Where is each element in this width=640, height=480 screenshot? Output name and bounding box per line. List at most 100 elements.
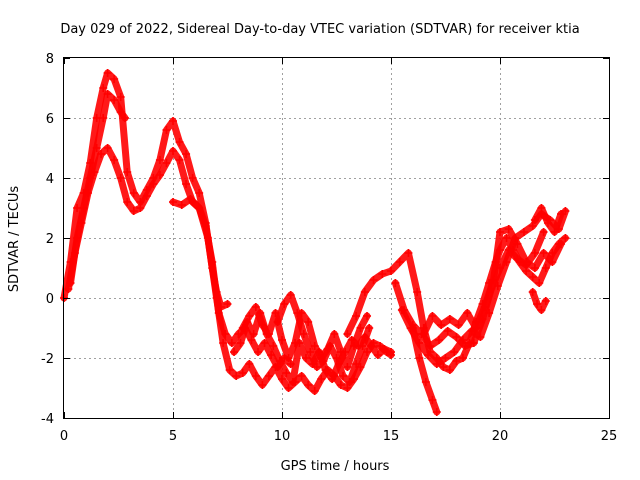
data-point <box>77 219 86 227</box>
data-point <box>123 198 132 206</box>
series-6 <box>238 303 372 371</box>
data-point <box>365 324 374 332</box>
data-point <box>415 354 424 362</box>
data-point <box>227 339 236 347</box>
data-point <box>121 114 130 122</box>
data-point <box>557 240 566 248</box>
data-point <box>301 354 310 362</box>
data-point <box>251 372 260 380</box>
data-point <box>155 171 164 179</box>
data-point <box>129 189 138 197</box>
data-point <box>236 339 245 347</box>
data-point <box>264 330 273 338</box>
data-point <box>186 195 195 203</box>
data-point <box>363 348 372 356</box>
x-tick-label: 10 <box>274 429 291 444</box>
data-point <box>330 330 339 338</box>
data-point <box>543 219 552 227</box>
data-point <box>358 342 367 350</box>
data-point <box>99 84 108 92</box>
data-point <box>343 330 352 338</box>
data-point <box>557 210 566 218</box>
data-point <box>175 156 184 164</box>
data-point <box>155 156 164 164</box>
data-point <box>561 234 570 242</box>
data-point <box>288 378 297 386</box>
data-point <box>258 381 267 389</box>
data-point <box>177 201 186 209</box>
axis-ticks <box>64 58 610 419</box>
data-point <box>273 318 282 326</box>
y-axis-label: SDTVAR / TECUs <box>7 186 22 293</box>
data-series <box>60 69 570 416</box>
data-point <box>275 357 284 365</box>
y-tick-label: 6 <box>46 112 54 127</box>
data-point <box>299 330 308 338</box>
data-point <box>537 306 546 314</box>
data-point <box>219 339 228 347</box>
data-point <box>343 384 352 392</box>
data-point <box>426 342 435 350</box>
data-point <box>97 150 106 158</box>
data-point <box>293 309 302 317</box>
data-point <box>369 276 378 284</box>
data-point <box>336 381 345 389</box>
data-point <box>413 288 422 296</box>
series-band <box>529 288 550 314</box>
y-tick-label: -2 <box>41 352 54 367</box>
data-point <box>343 363 352 371</box>
data-point <box>395 258 404 266</box>
data-point <box>332 354 341 362</box>
series-13 <box>528 288 550 314</box>
data-point <box>328 375 337 383</box>
data-point <box>284 384 293 392</box>
data-point <box>432 360 441 368</box>
data-point <box>212 294 221 302</box>
data-point <box>443 327 452 335</box>
data-point <box>550 228 559 236</box>
data-point <box>297 372 306 380</box>
data-point <box>539 249 548 257</box>
data-point <box>469 339 478 347</box>
data-point <box>238 369 247 377</box>
data-point <box>203 234 212 242</box>
data-point <box>533 300 542 308</box>
data-point <box>310 387 319 395</box>
data-point <box>489 276 498 284</box>
data-point <box>169 147 177 155</box>
plot-frame <box>63 57 610 419</box>
data-point <box>223 300 232 308</box>
x-tick-label: 15 <box>383 429 400 444</box>
data-point <box>317 375 326 383</box>
data-point <box>530 264 539 272</box>
data-point <box>306 348 315 356</box>
data-point <box>428 396 437 404</box>
data-point <box>278 375 286 383</box>
data-point <box>280 300 289 308</box>
data-point <box>519 228 528 236</box>
data-point <box>548 258 557 266</box>
tick-labels: 0 5 10 15 20 25 -4 -2 0 2 4 6 8 <box>41 52 617 444</box>
data-point <box>310 342 319 350</box>
data-point <box>116 93 125 101</box>
x-tick-label: 25 <box>601 429 618 444</box>
data-point <box>103 69 112 77</box>
data-point <box>182 150 191 158</box>
data-point <box>387 267 395 275</box>
data-point <box>522 258 531 266</box>
data-point <box>445 315 454 323</box>
data-point <box>458 336 467 344</box>
data-point <box>245 360 254 368</box>
data-point <box>90 168 99 176</box>
data-point <box>129 207 138 215</box>
data-point <box>378 270 387 278</box>
data-point <box>336 348 345 356</box>
data-point <box>528 288 537 296</box>
data-point <box>245 312 254 320</box>
data-point <box>480 303 489 311</box>
data-point <box>452 357 461 365</box>
data-point <box>188 174 197 182</box>
data-point <box>432 408 441 416</box>
data-point <box>249 330 258 338</box>
